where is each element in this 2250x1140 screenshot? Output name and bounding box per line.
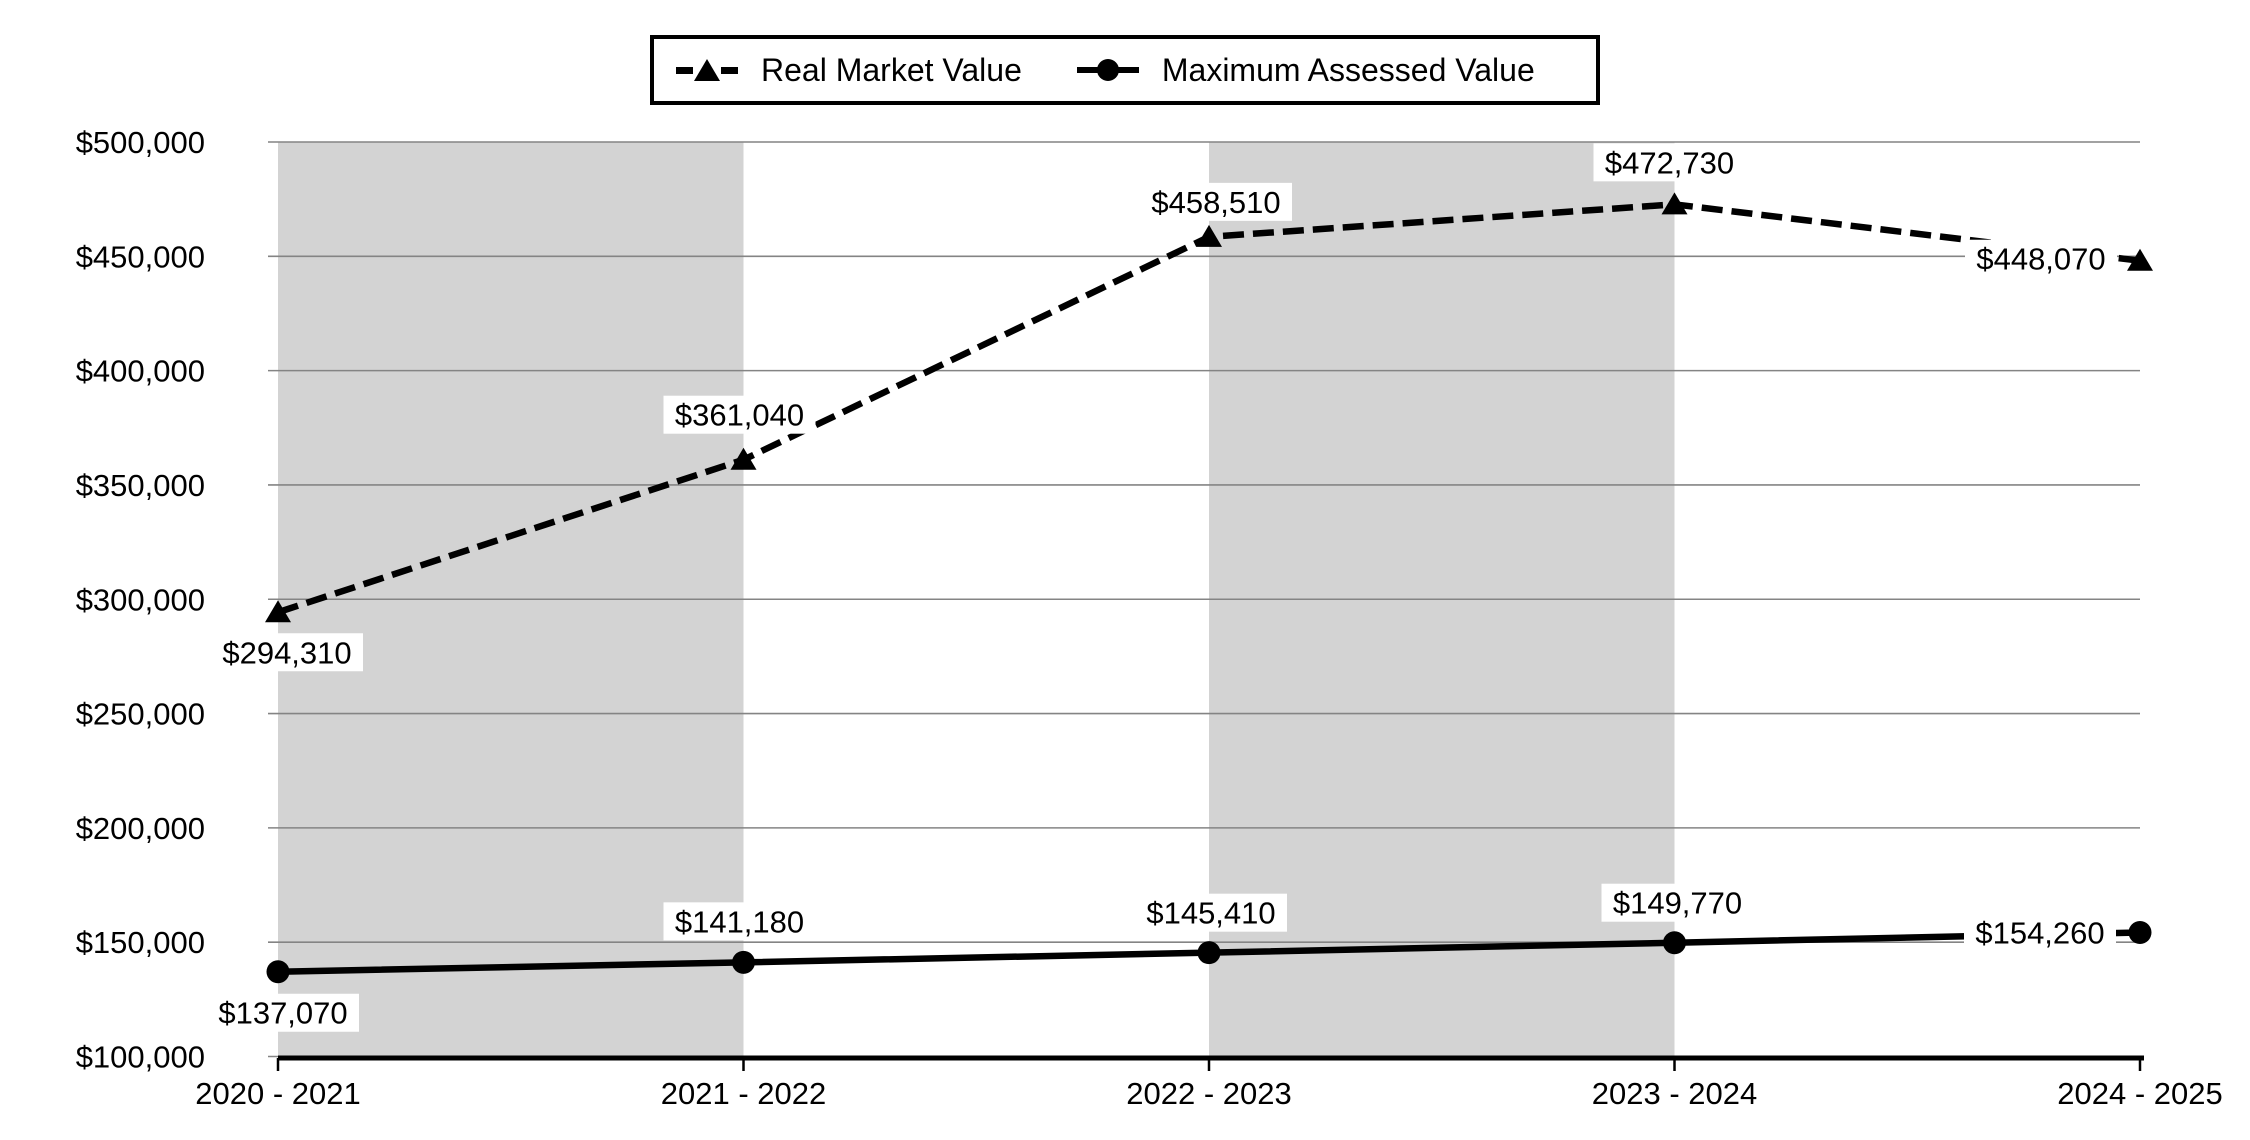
- dashed-triangle-legend-icon: [676, 59, 738, 81]
- y-axis-tick-label: $400,000: [76, 354, 205, 389]
- data-label: $149,770: [1613, 886, 1742, 921]
- legend-label-real-market-value: Real Market Value: [761, 52, 1022, 88]
- data-label-background: [1135, 893, 1287, 932]
- data-label: $137,070: [218, 996, 347, 1031]
- y-axis-tick-label: $200,000: [76, 811, 205, 846]
- legend-item-real-market-value: Real Market Value: [676, 54, 1022, 86]
- solid-circle-legend-icon: [1076, 59, 1139, 81]
- x-axis-tick-label: 2023 - 2024: [1592, 1076, 1757, 1111]
- data-label-background: [207, 993, 359, 1032]
- legend-item-maximum-assessed-value: Maximum Assessed Value: [1076, 52, 1535, 88]
- legend-label-maximum-assessed-value: Maximum Assessed Value: [1161, 52, 1535, 88]
- y-axis-tick-label: $300,000: [76, 582, 205, 617]
- data-label: $361,040: [675, 398, 804, 433]
- data-label: $294,310: [222, 635, 351, 670]
- data-label: $145,410: [1146, 896, 1275, 931]
- data-label: $472,730: [1605, 145, 1734, 180]
- circle-marker: [1663, 931, 1686, 955]
- data-label-background: [663, 395, 816, 434]
- x-axis-tick-label: 2024 - 2025: [2057, 1076, 2222, 1111]
- data-label: $141,180: [675, 904, 804, 939]
- y-axis-tick-label: $350,000: [76, 468, 205, 503]
- data-label-background: [1965, 239, 2117, 278]
- y-axis-tick-label: $150,000: [76, 925, 205, 960]
- x-axis-tick-label: 2021 - 2022: [661, 1076, 826, 1111]
- x-axis-tick-label: 2020 - 2021: [195, 1076, 360, 1111]
- y-axis-tick-label: $250,000: [76, 697, 205, 732]
- triangle-marker: [1196, 224, 1222, 247]
- data-label: $154,260: [1975, 915, 2104, 950]
- data-label-background: [1593, 143, 1746, 182]
- circle-marker: [732, 950, 755, 974]
- triangle-marker: [1661, 192, 1688, 215]
- data-label-background: [663, 902, 816, 941]
- triangle-marker: [2127, 248, 2153, 271]
- chart-legend: Real Market Value Maximum Assessed Value: [650, 35, 1600, 105]
- data-label-background: [1964, 913, 2116, 952]
- data-label-background: [1140, 182, 1292, 221]
- data-label: $448,070: [1976, 242, 2105, 277]
- y-axis-tick-label: $100,000: [76, 1040, 205, 1075]
- triangle-marker: [265, 600, 291, 623]
- data-label-background: [1601, 883, 1754, 922]
- circle-marker: [266, 960, 290, 984]
- data-label-background: [211, 633, 363, 672]
- circle-marker: [2128, 920, 2152, 944]
- circle-marker: [1197, 941, 1221, 965]
- data-label: $458,510: [1151, 185, 1280, 220]
- x-axis-tick-label: 2022 - 2023: [1126, 1076, 1291, 1111]
- y-axis-tick-label: $450,000: [76, 239, 205, 274]
- y-axis-tick-label: $500,000: [76, 125, 205, 160]
- triangle-marker: [730, 447, 757, 470]
